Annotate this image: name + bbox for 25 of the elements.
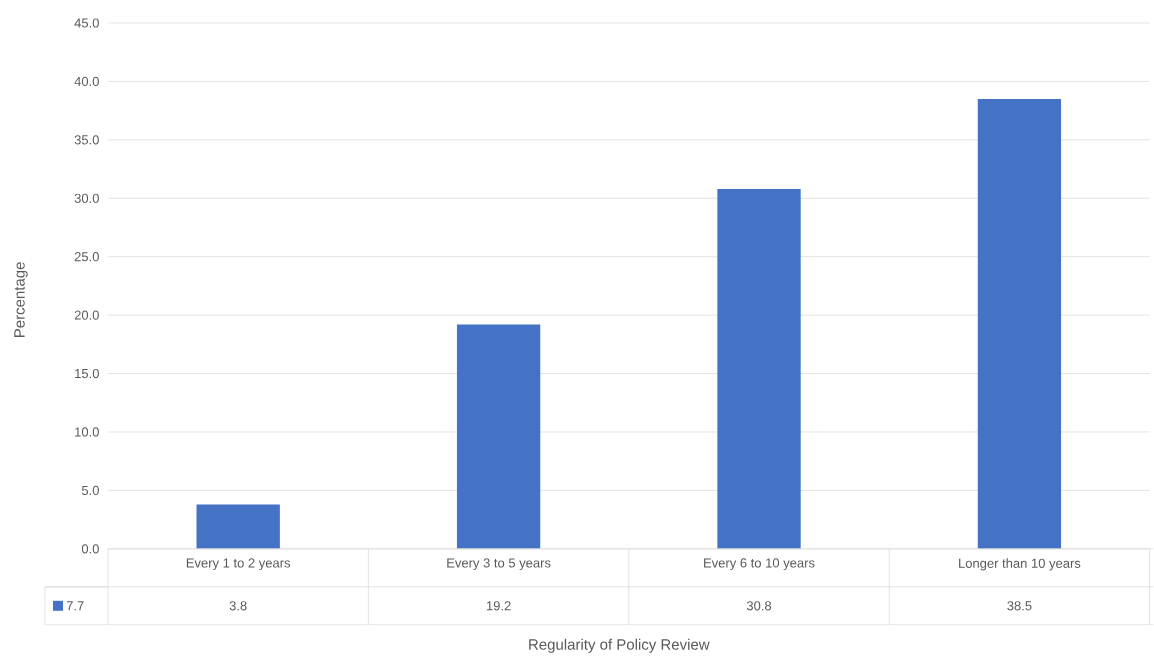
bar [456,324,541,549]
y-axis-title: Percentage [14,262,28,338]
data-label: 19.2 [486,601,511,611]
y-tick-label: 0.0 [81,544,99,554]
bar [977,99,1062,549]
legend-label: 7.7 [66,601,84,611]
data-label: 3.8 [229,601,247,611]
x-tick-label: Every 1 to 2 years [186,558,291,571]
y-tick-label: 15.0 [75,369,99,379]
y-tick-label: 25.0 [74,252,99,262]
y-tick-label: 45.0 [74,18,99,28]
bar [717,189,801,549]
data-label: 30.8 [746,601,772,611]
y-tick-label: 20.0 [74,310,99,320]
x-tick-label: Every 6 to 10 years [704,558,815,571]
y-tick-label: 30.0 [74,193,99,203]
y-tick-label: 10.0 [75,427,99,437]
y-tick-label: 5.0 [81,485,99,496]
bar [196,504,280,549]
data-label: 38.5 [1007,601,1032,611]
x-tick-label: Every 3 to 5 years [447,558,551,571]
y-tick-label: 35.0 [74,135,99,145]
x-tick-label: Longer than 10 years [959,558,1081,571]
y-tick-label: 40.0 [74,76,99,87]
x-axis-title: Regularity of Policy Review [529,638,710,653]
